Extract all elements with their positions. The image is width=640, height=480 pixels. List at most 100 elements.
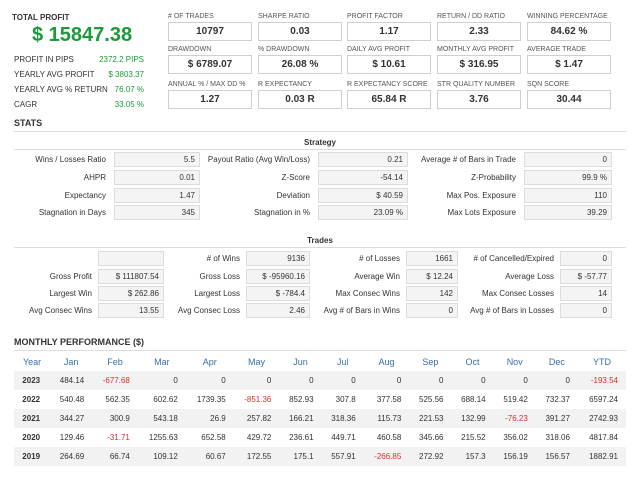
avg-consec-wins-value: 13.55 — [98, 303, 164, 318]
cancelled-expired-value: 0 — [560, 251, 612, 266]
month-value-cell: 732.37 — [545, 395, 570, 404]
ahpr-value: 0.01 — [114, 170, 200, 185]
year-cell: 2021 — [14, 409, 51, 428]
r-expectancy-label: R EXPECTANCY — [258, 81, 312, 88]
yearly-avg-profit-label: YEARLY AVG PROFIT — [14, 70, 95, 79]
average-loss-value: $ -57.77 — [560, 269, 612, 284]
month-value-cell: 0 — [279, 371, 322, 390]
z-score-value: -54.14 — [318, 170, 408, 185]
max-consec-losses-value: 14 — [560, 286, 612, 301]
expectancy-label: Expectancy — [64, 191, 106, 200]
largest-win-value: $ 262.86 — [98, 286, 164, 301]
trades-count-box: 10797 — [168, 22, 252, 41]
month-value-cell: 562.35 — [105, 395, 130, 404]
month-value-cell: -677.68 — [92, 371, 138, 390]
strategy-title: Strategy — [303, 138, 336, 147]
str-quality-label: STR QUALITY NUMBER — [437, 81, 516, 88]
total-profit-value: $ 15847.38 — [32, 24, 133, 46]
profit-factor-box: 1.17 — [347, 22, 431, 41]
monthly-header-nov: Nov — [506, 357, 523, 367]
stagnation-pct-value: 23.09 % — [318, 205, 408, 220]
sharpe-ratio-box: 0.03 — [258, 22, 342, 41]
year-cell: 2020 — [22, 433, 41, 442]
month-value-cell: 540.48 — [59, 395, 85, 404]
monthly-header-apr: Apr — [202, 357, 217, 367]
table-row: 2022 540.48 562.35 602.62 1739.35 -851.36 852.… — [14, 390, 626, 409]
strategy-divider — [14, 149, 626, 150]
average-win-value: $ 12.24 — [406, 269, 458, 284]
month-value-cell: 156.57 — [535, 447, 578, 466]
z-score-label: Z-Score — [281, 173, 310, 182]
month-value-cell: 6597.24 — [589, 395, 618, 404]
largest-loss-value: $ -784.4 — [246, 286, 310, 301]
max-consec-wins-value: 142 — [406, 286, 458, 301]
month-value-cell: 156.19 — [493, 447, 536, 466]
month-value-cell: 175.1 — [279, 447, 322, 466]
month-value-cell: 377.58 — [376, 395, 402, 404]
month-value-cell: 166.21 — [279, 409, 322, 428]
avg-consec-loss-value: 2.46 — [246, 303, 310, 318]
month-value-cell: 115.73 — [363, 409, 410, 428]
month-value-cell: 157.3 — [451, 447, 494, 466]
str-quality-box: 3.76 — [437, 90, 521, 109]
monthly-avg-profit-box: $ 316.95 — [437, 55, 521, 74]
pct-drawdown-box: 26.08 % — [258, 55, 342, 74]
month-value-cell: 236.61 — [289, 433, 314, 442]
month-value-cell: 525.56 — [419, 395, 444, 404]
month-value-cell: -851.36 — [244, 395, 272, 404]
max-lots-exposure-value: 39.29 — [524, 205, 612, 220]
average-trade-label: AVERAGE TRADE — [527, 46, 586, 53]
daily-avg-profit-box: $ 10.61 — [347, 55, 431, 74]
gross-profit-label: Gross Profit — [49, 272, 92, 281]
max-pos-exposure-value: 110 — [524, 188, 612, 203]
losses-count-value: 1661 — [406, 251, 458, 266]
avg-bars-in-trade-value: 0 — [524, 152, 612, 167]
month-value-cell: 0 — [185, 371, 234, 390]
yearly-avg-return-value: 76.07 % — [114, 85, 144, 94]
month-value-cell: 0 — [493, 371, 536, 390]
stats-divider — [14, 131, 626, 132]
monthly-header-jun: Jun — [293, 357, 308, 367]
profit-factor-label: PROFIT FACTOR — [347, 13, 403, 20]
month-value-cell: 356.02 — [503, 433, 528, 442]
annual-max-dd-box: 1.27 — [168, 90, 252, 109]
avg-bars-in-losses-label: Avg # of Bars in Losses — [470, 306, 554, 315]
month-value-cell: 272.92 — [409, 447, 452, 466]
max-consec-losses-label: Max Consec Losses — [481, 289, 554, 298]
stagnation-days-value: 345 — [114, 205, 200, 220]
r-expectancy-box: 0.03 R — [258, 90, 342, 109]
month-value-cell: 0 — [409, 371, 452, 390]
table-row: 2021 344.27 300.9 543.18 26.9 257.82 166.21 318… — [14, 409, 626, 428]
month-value-cell: 318.36 — [321, 409, 364, 428]
month-value-cell: 129.46 — [59, 433, 85, 442]
sqn-score-box: 30.44 — [527, 90, 611, 109]
return-dd-label: RETURN / DD RATIO — [437, 13, 505, 20]
drawdown-box: $ 6789.07 — [168, 55, 252, 74]
average-trade-box: $ 1.47 — [527, 55, 611, 74]
monthly-performance-table: Year Jan Feb Mar Apr May Jun Jul Aug Sep Oct Nov Dec… — [14, 353, 626, 466]
month-value-cell: 460.58 — [376, 433, 402, 442]
month-value-cell: 215.52 — [461, 433, 486, 442]
monthly-header-aug: Aug — [378, 357, 395, 367]
table-row: 2020 129.46 -31.71 1255.63 652.58 429.72 236.6… — [14, 428, 626, 447]
month-value-cell: 60.67 — [185, 447, 234, 466]
z-probability-value: 99.9 % — [524, 170, 612, 185]
monthly-divider — [14, 350, 626, 351]
expectancy-value: 1.47 — [114, 188, 200, 203]
r-expectancy-score-label: R EXPECTANCY SCORE — [347, 81, 428, 88]
month-value-cell: 307.8 — [335, 395, 356, 404]
month-value-cell: 132.99 — [451, 409, 494, 428]
avg-bars-in-losses-value: 0 — [560, 303, 612, 318]
yearly-avg-return-label: YEARLY AVG % RETURN — [14, 85, 108, 94]
profit-in-pips-value: 2372.2 PIPS — [99, 55, 144, 64]
max-consec-wins-label: Max Consec Wins — [335, 289, 400, 298]
month-value-cell: 449.71 — [331, 433, 356, 442]
monthly-header-jan: Jan — [63, 357, 79, 367]
month-value-cell: 543.18 — [137, 409, 186, 428]
largest-loss-label: Largest Loss — [194, 289, 240, 298]
monthly-header-oct: Oct — [465, 357, 480, 367]
monthly-header-jul: Jul — [336, 357, 349, 367]
winning-pct-box: 84.62 % — [527, 22, 611, 41]
total-profit-label: TOTAL PROFIT — [12, 13, 70, 22]
month-value-cell: 172.55 — [233, 447, 280, 466]
